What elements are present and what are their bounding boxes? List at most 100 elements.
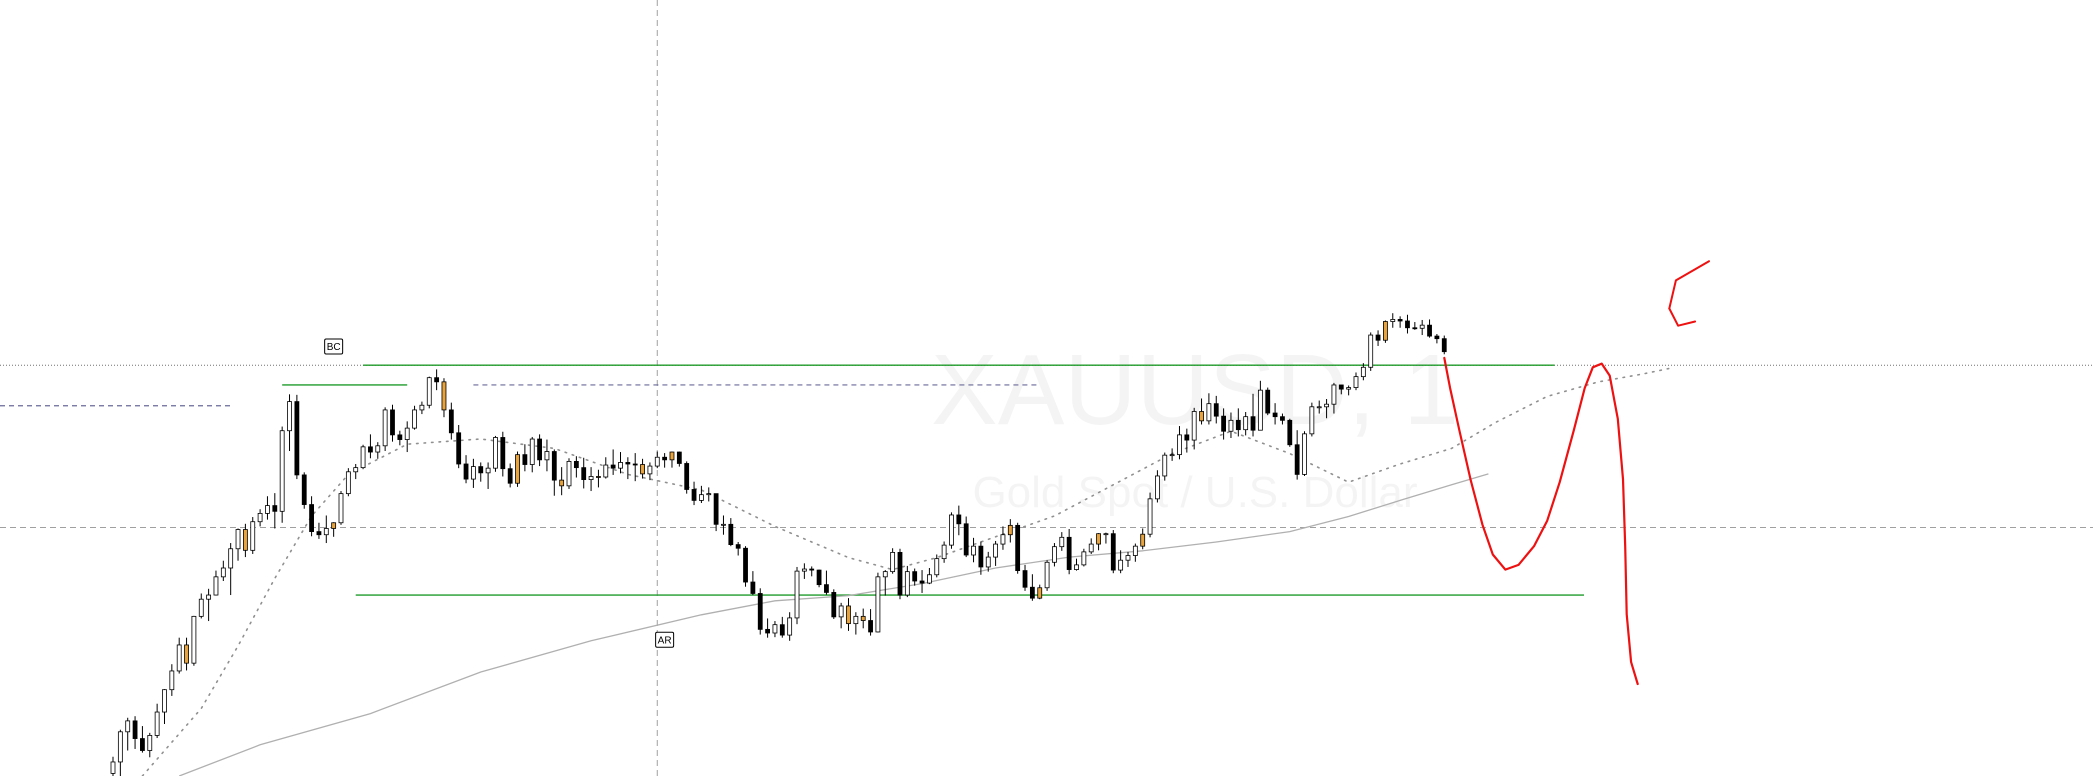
candle[interactable]: [287, 394, 292, 451]
candle[interactable]: [625, 457, 631, 480]
candle[interactable]: [1346, 385, 1352, 396]
candle[interactable]: [515, 451, 520, 487]
candle[interactable]: [228, 543, 234, 596]
candle[interactable]: [434, 369, 440, 391]
candle[interactable]: [1353, 372, 1359, 391]
candle[interactable]: [816, 569, 822, 588]
candle[interactable]: [1272, 403, 1278, 425]
candle[interactable]: [1331, 382, 1337, 414]
candle[interactable]: [1368, 332, 1374, 371]
candle[interactable]: [213, 570, 219, 596]
candle[interactable]: [1066, 529, 1072, 575]
candle[interactable]: [993, 540, 998, 566]
candle[interactable]: [1235, 408, 1241, 437]
candle[interactable]: [596, 469, 601, 488]
candle[interactable]: [463, 455, 469, 484]
candle[interactable]: [721, 515, 726, 535]
candle[interactable]: [316, 522, 322, 539]
candle[interactable]: [1441, 335, 1447, 355]
candle[interactable]: [117, 729, 123, 776]
candle[interactable]: [559, 467, 565, 496]
candle[interactable]: [1228, 412, 1234, 438]
candle[interactable]: [1412, 322, 1418, 330]
candle[interactable]: [647, 462, 653, 481]
candle[interactable]: [684, 461, 690, 494]
candle[interactable]: [824, 570, 829, 595]
candle[interactable]: [294, 394, 300, 480]
candle[interactable]: [404, 421, 410, 453]
candle[interactable]: [353, 464, 359, 480]
candle[interactable]: [1140, 528, 1146, 550]
candle[interactable]: [897, 548, 903, 600]
candle[interactable]: [1132, 543, 1138, 562]
candle[interactable]: [1199, 398, 1204, 425]
candle[interactable]: [1125, 551, 1131, 567]
candle[interactable]: [890, 548, 896, 574]
candle[interactable]: [581, 457, 587, 489]
candle[interactable]: [1206, 393, 1212, 425]
candle[interactable]: [390, 404, 395, 442]
candle[interactable]: [1191, 407, 1197, 450]
candle[interactable]: [618, 452, 623, 474]
candle[interactable]: [162, 689, 167, 724]
candle[interactable]: [757, 588, 763, 635]
candle[interactable]: [1184, 428, 1190, 453]
candle[interactable]: [1007, 519, 1013, 543]
candle[interactable]: [368, 434, 373, 459]
candle[interactable]: [382, 407, 388, 451]
candle[interactable]: [419, 401, 425, 415]
candle[interactable]: [1096, 533, 1101, 551]
candle[interactable]: [985, 551, 991, 572]
candle[interactable]: [765, 618, 770, 638]
candle[interactable]: [735, 542, 741, 556]
candle[interactable]: [838, 602, 844, 629]
candle[interactable]: [1081, 548, 1087, 567]
candle[interactable]: [279, 426, 285, 523]
candle[interactable]: [272, 493, 278, 529]
candle[interactable]: [728, 518, 734, 547]
candle[interactable]: [1405, 314, 1410, 334]
candle[interactable]: [426, 376, 432, 409]
candle[interactable]: [470, 458, 476, 488]
candle[interactable]: [853, 612, 859, 635]
candle[interactable]: [1052, 543, 1057, 567]
candle[interactable]: [610, 449, 616, 475]
candle[interactable]: [132, 716, 138, 749]
candle[interactable]: [345, 468, 351, 497]
candle[interactable]: [529, 436, 535, 473]
candle[interactable]: [544, 439, 550, 472]
candle[interactable]: [1309, 402, 1315, 437]
candle[interactable]: [809, 566, 815, 577]
candle[interactable]: [1257, 380, 1263, 431]
candle[interactable]: [956, 505, 962, 536]
candle[interactable]: [1177, 426, 1182, 460]
candle[interactable]: [934, 554, 940, 578]
candle[interactable]: [949, 512, 954, 549]
candle[interactable]: [1302, 431, 1307, 476]
candle[interactable]: [794, 566, 800, 625]
arrow-shaft[interactable]: [1668, 260, 1710, 310]
candle[interactable]: [1375, 330, 1381, 346]
arrow-head[interactable]: [1668, 307, 1697, 327]
candle[interactable]: [860, 608, 866, 629]
candle[interactable]: [691, 481, 697, 506]
candle[interactable]: [323, 515, 329, 544]
candle[interactable]: [919, 570, 925, 593]
candle[interactable]: [713, 493, 719, 532]
candle[interactable]: [676, 451, 682, 467]
candle[interactable]: [1287, 418, 1293, 447]
candle[interactable]: [485, 462, 491, 489]
candle[interactable]: [257, 509, 263, 527]
candle[interactable]: [1147, 492, 1153, 538]
candle[interactable]: [1110, 530, 1116, 574]
candle[interactable]: [1243, 412, 1249, 436]
candle[interactable]: [206, 588, 212, 622]
candle[interactable]: [662, 453, 668, 468]
candle[interactable]: [1316, 400, 1322, 414]
candle[interactable]: [125, 717, 131, 751]
candle[interactable]: [978, 541, 984, 575]
candle[interactable]: [154, 703, 160, 739]
candle[interactable]: [309, 496, 314, 537]
candle[interactable]: [250, 517, 256, 554]
